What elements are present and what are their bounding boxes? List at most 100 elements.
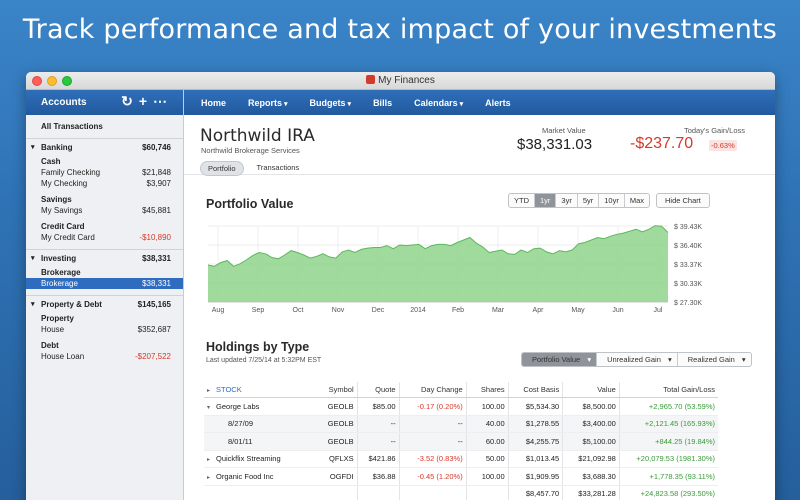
cell-cost-basis: $1,278.55: [507, 415, 563, 433]
range-3yr[interactable]: 3yr: [556, 194, 578, 207]
sidebar-account[interactable]: My Checking $3,907: [26, 178, 183, 189]
sidebar-item-all-transactions[interactable]: All Transactions: [41, 122, 103, 131]
col-cost-basis[interactable]: Cost Basis: [507, 382, 563, 398]
view-portfolio-value[interactable]: Portfolio Value ▾: [522, 353, 598, 366]
total-spacer: [356, 485, 400, 500]
col-day-change[interactable]: Day Change: [398, 382, 467, 398]
sidebar-subgroup[interactable]: Brokerage: [26, 267, 183, 278]
cell-gain: +2,965.70 (53.59%): [618, 397, 718, 416]
holding-row[interactable]: ▸ Quickflix Streaming QFLXS $421.86 -3.52 (0…: [204, 450, 718, 468]
sidebar-group-amount: $60,746: [142, 143, 171, 152]
sidebar-item-amount: $45,881: [142, 206, 171, 215]
total-spacer: [204, 485, 320, 500]
x-tick-label: 2014: [410, 307, 426, 314]
col-total-gain[interactable]: Total Gain/Loss: [618, 382, 718, 398]
holding-row[interactable]: ▾ George Labs GEOLB $85.00 -0.17 (0.20%) 100.…: [204, 397, 718, 416]
cell-cost-basis: $1,013.45: [507, 450, 563, 468]
view-realized-gain[interactable]: Realized Gain ▾: [678, 353, 751, 366]
nav-bills[interactable]: Bills: [362, 98, 403, 108]
x-tick-label: Jun: [612, 307, 623, 314]
sidebar-divider: [26, 295, 183, 296]
nav-alerts[interactable]: Alerts: [474, 98, 522, 108]
col-symbol[interactable]: Symbol: [319, 382, 358, 398]
col-shares[interactable]: Shares: [465, 382, 509, 398]
sidebar-subgroup[interactable]: Credit Card: [26, 221, 183, 232]
sidebar-account[interactable]: House $352,687: [26, 324, 183, 335]
sidebar-account[interactable]: My Credit Card -$10,890: [26, 232, 183, 243]
sidebar-group[interactable]: Banking $60,746: [26, 142, 183, 153]
account-name: Northwild IRA: [200, 126, 315, 146]
cell-symbol: GEOLB: [319, 415, 358, 433]
x-tick-label: Mar: [492, 307, 505, 314]
sidebar-subgroup[interactable]: Cash: [26, 156, 183, 167]
app-window: My Finances Accounts ↻+⋯ All Transaction…: [26, 72, 775, 500]
minimize-window-button[interactable]: [47, 76, 57, 86]
nav-budgets[interactable]: Budgets ▾: [299, 98, 363, 108]
sidebar-item-label: Brokerage: [41, 268, 81, 277]
sidebar-subgroup[interactable]: Savings: [26, 194, 183, 205]
account-tabs: Portfolio Transactions: [200, 161, 306, 176]
sidebar-account[interactable]: Family Checking $21,848: [26, 167, 183, 178]
x-tick-label: May: [571, 307, 585, 314]
total-value: $33,281.28: [562, 485, 620, 500]
add-account-icon[interactable]: +: [138, 93, 153, 109]
col-value[interactable]: Value: [562, 382, 620, 398]
sidebar-item-label: Savings: [41, 195, 72, 204]
holdings-header-row: ▸ STOCK Symbol Quote Day Change Shares Co…: [204, 382, 718, 398]
nav-alerts-label: Alerts: [485, 97, 511, 108]
range-5yr[interactable]: 5yr: [578, 194, 600, 207]
cell-value: $3,688.30: [562, 467, 620, 486]
hide-chart-button[interactable]: Hide Chart: [656, 193, 710, 208]
sidebar-item-label: House Loan: [41, 352, 85, 361]
sidebar-group[interactable]: Property & Debt $145,165: [26, 299, 183, 310]
sidebar-account[interactable]: House Loan -$207,522: [26, 351, 183, 362]
range-ytd[interactable]: YTD: [509, 194, 535, 207]
range-10yr[interactable]: 10yr: [599, 194, 625, 207]
sidebar-group-label: Investing: [41, 254, 77, 263]
zoom-window-button[interactable]: [62, 76, 72, 86]
market-value-label: Market Value: [542, 126, 586, 135]
range-max[interactable]: Max: [629, 196, 645, 205]
holding-name: 8/27/09: [204, 415, 320, 433]
portfolio-chart: Aug Sep Oct Nov Dec 2014 Feb Mar Apr May Jun Jul $ 3…: [206, 222, 726, 322]
x-tick-label: Jul: [654, 307, 663, 314]
x-tick-label: Sep: [252, 307, 265, 314]
sidebar-item-label: House: [41, 325, 65, 334]
cell-day-change: -0.17 (0.20%): [398, 397, 467, 416]
cell-symbol: OGFDI: [319, 467, 358, 486]
col-quote[interactable]: Quote: [356, 382, 400, 398]
cell-day-change: -0.45 (1.20%): [398, 467, 467, 486]
range-1yr[interactable]: 1yr: [535, 194, 557, 207]
tab-transactions[interactable]: Transactions: [256, 163, 300, 172]
refresh-icon[interactable]: ↻: [121, 93, 139, 109]
cell-quote: --: [356, 432, 400, 451]
close-window-button[interactable]: [32, 76, 42, 86]
sidebar-item-label: My Checking: [41, 179, 88, 188]
sidebar-subgroup[interactable]: Property: [26, 313, 183, 324]
holding-lot-row[interactable]: 8/01/11 GEOLB -- -- 60.00 $4,255.75 $5,100.00 +…: [204, 432, 718, 451]
sidebar-account[interactable]: My Savings $45,881: [26, 205, 183, 216]
nav-home[interactable]: Home: [190, 98, 237, 108]
sidebar-item-label: Credit Card: [41, 222, 85, 231]
chevron-down-icon[interactable]: ▾: [207, 404, 211, 411]
holding-lot-row[interactable]: 8/27/09 GEOLB -- -- 40.00 $1,278.55 $3,400.00 +…: [204, 415, 718, 433]
nav-calendars[interactable]: Calendars ▾: [403, 98, 474, 108]
holding-row[interactable]: ▸ Organic Food Inc OGFDI $36.88 -0.45 (1.20%…: [204, 467, 718, 486]
total-gain: +24,823.58 (293.50%): [618, 485, 718, 500]
stock-group-header[interactable]: ▸ STOCK: [204, 382, 320, 398]
nav-reports-label: Reports: [248, 97, 283, 108]
cell-symbol: GEOLB: [319, 397, 358, 416]
sidebar-subgroup[interactable]: Debt: [26, 340, 183, 351]
sidebar-account[interactable]: Brokerage $38,331: [26, 278, 183, 289]
chevron-right-icon[interactable]: ▸: [207, 457, 211, 464]
view-unrealized-gain[interactable]: Unrealized Gain ▾: [597, 353, 678, 366]
holding-name: Organic Food Inc: [216, 471, 274, 481]
cell-day-change: --: [398, 432, 467, 451]
tab-portfolio[interactable]: Portfolio: [200, 161, 244, 176]
nav-reports[interactable]: Reports ▾: [237, 98, 299, 108]
chevron-right-icon[interactable]: ▸: [207, 474, 211, 481]
cell-cost-basis: $1,909.95: [507, 467, 563, 486]
sidebar-group[interactable]: Investing $38,331: [26, 253, 183, 264]
more-icon[interactable]: ⋯: [153, 93, 173, 109]
x-tick-label: Feb: [452, 307, 464, 314]
